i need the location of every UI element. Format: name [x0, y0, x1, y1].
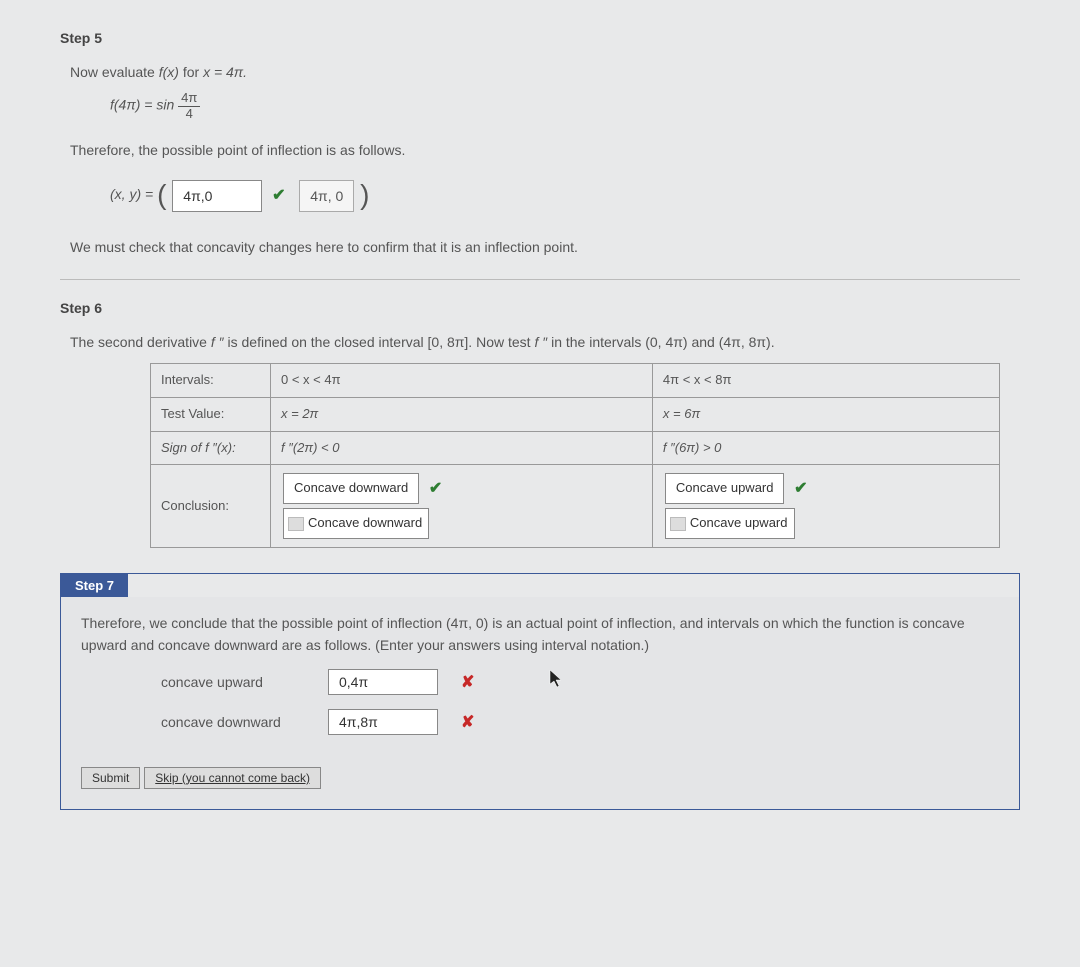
text: for — [183, 64, 203, 80]
check-icon: ✔ — [794, 480, 807, 497]
cell-conclusion-1: Concave downward ✔ Concave downward — [271, 465, 653, 548]
step7-content: Therefore, we conclude that the possible… — [61, 597, 1019, 809]
cursor-icon — [549, 669, 565, 694]
cell: f ″(6π) > 0 — [652, 431, 999, 465]
label: concave upward — [161, 674, 311, 690]
cell-conclusion-2: Concave upward ✔ Concave upward — [652, 465, 999, 548]
xy-readonly: 4π, 0 — [299, 180, 354, 212]
skip-button[interactable]: Skip (you cannot come back) — [144, 767, 321, 789]
step5-equation: f(4π) = sin 4π 4 — [110, 91, 1020, 121]
text: in the intervals (0, 4π) and (4π, 8π). — [551, 334, 775, 350]
button-row: Submit Skip (you cannot come back) — [81, 767, 999, 789]
paren-close: ) — [360, 179, 369, 210]
math: f ″ — [211, 334, 224, 350]
concave-upward-row: concave upward 0,4π ✘ — [161, 667, 999, 697]
label: concave downward — [161, 714, 311, 730]
step7-tab: Step 7 — [61, 574, 128, 597]
step5-xy-row: (x, y) = ( 4π,0 ✔ 4π, 0 ) — [110, 173, 1020, 218]
table-row: Intervals: 0 < x < 4π 4π < x < 8π — [151, 363, 1000, 397]
xy-input[interactable]: 4π,0 — [172, 180, 262, 212]
table-row: Conclusion: Concave downward ✔ Concave d… — [151, 465, 1000, 548]
step6-header: Step 6 — [60, 300, 1020, 316]
step5-line1: Now evaluate f(x) for x = 4π. — [70, 61, 1020, 83]
cell-label: Sign of f ″(x): — [151, 431, 271, 465]
step7-body: Therefore, we conclude that the possible… — [81, 612, 999, 657]
xy-label: (x, y) = — [110, 186, 157, 202]
conclusion-readonly-2: Concave upward — [665, 508, 795, 539]
step7-section: Step 7 Therefore, we conclude that the p… — [60, 573, 1020, 810]
step6-section: Step 6 The second derivative f ″ is defi… — [60, 300, 1020, 548]
cell: 4π < x < 8π — [652, 363, 999, 397]
step6-body: The second derivative f ″ is defined on … — [70, 331, 1020, 548]
step6-line1: The second derivative f ″ is defined on … — [70, 331, 1020, 353]
math-fx: f(x) — [159, 64, 179, 80]
text: is defined on the closed interval [0, 8π… — [228, 334, 535, 350]
concavity-table: Intervals: 0 < x < 4π 4π < x < 8π Test V… — [150, 363, 1000, 548]
eq-left: f(4π) = sin — [110, 97, 174, 113]
text: Concave upward — [690, 515, 788, 530]
check-icon: ✔ — [429, 480, 442, 497]
step5-line3: We must check that concavity changes her… — [70, 236, 1020, 258]
cell: f ″(2π) < 0 — [271, 431, 653, 465]
cell: 0 < x < 4π — [271, 363, 653, 397]
step5-line2: Therefore, the possible point of inflect… — [70, 139, 1020, 161]
step5-header: Step 5 — [60, 30, 1020, 46]
fraction: 4π 4 — [178, 91, 200, 121]
cell-label: Intervals: — [151, 363, 271, 397]
paren-open: ( — [157, 179, 166, 210]
text: The second derivative — [70, 334, 211, 350]
frac-num: 4π — [178, 91, 200, 106]
step5-section: Step 5 Now evaluate f(x) for x = 4π. f(4… — [60, 30, 1020, 259]
table-row: Test Value: x = 2π x = 6π — [151, 397, 1000, 431]
cross-icon: ✘ — [461, 672, 474, 692]
check-icon: ✔ — [272, 187, 285, 204]
concave-upward-input[interactable]: 0,4π — [328, 669, 438, 695]
conclusion-input-2[interactable]: Concave upward — [665, 473, 785, 504]
text: Now evaluate — [70, 64, 159, 80]
math-eq: x = 4π. — [203, 64, 247, 80]
cross-icon: ✘ — [461, 712, 474, 732]
cell: x = 2π — [271, 397, 653, 431]
table-row: Sign of f ″(x): f ″(2π) < 0 f ″(6π) > 0 — [151, 431, 1000, 465]
conclusion-readonly-1: Concave downward — [283, 508, 429, 539]
text: Sign of f ″(x): — [161, 440, 236, 455]
conclusion-input-1[interactable]: Concave downward — [283, 473, 419, 504]
divider — [60, 279, 1020, 280]
cell-label: Test Value: — [151, 397, 271, 431]
submit-button[interactable]: Submit — [81, 767, 140, 789]
cell-label: Conclusion: — [151, 465, 271, 548]
math: f ″ — [534, 334, 547, 350]
note-icon — [670, 517, 686, 531]
note-icon — [288, 517, 304, 531]
cell: x = 6π — [652, 397, 999, 431]
concave-downward-input[interactable]: 4π,8π — [328, 709, 438, 735]
frac-den: 4 — [178, 107, 200, 121]
concave-downward-row: concave downward 4π,8π ✘ — [161, 707, 999, 737]
step5-body: Now evaluate f(x) for x = 4π. f(4π) = si… — [70, 61, 1020, 259]
text: Concave downward — [308, 515, 422, 530]
